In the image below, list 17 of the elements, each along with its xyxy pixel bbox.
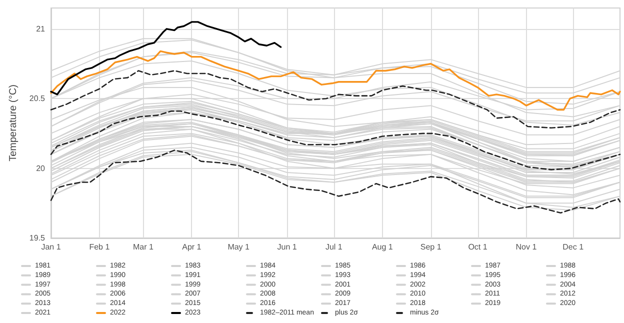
y-tick-label: 20.5 <box>29 94 46 104</box>
x-tick-label: Jan 1 <box>41 242 62 252</box>
x-tick-label: Mar 1 <box>133 242 154 252</box>
y-tick-label: 19.5 <box>29 234 46 242</box>
x-tick-label: Apr 1 <box>182 242 202 252</box>
x-tick-label: Aug 1 <box>372 242 394 252</box>
x-tick-label: Dec 1 <box>562 242 584 252</box>
x-tick-label: Jul 1 <box>325 242 343 252</box>
y-tick-label: 21 <box>36 24 46 34</box>
x-tick-label: Oct 1 <box>468 242 488 252</box>
x-tick-label: Jun 1 <box>277 242 298 252</box>
y-axis-title: Temperature (°C) <box>8 84 20 162</box>
y-tick-label: 20 <box>36 164 46 173</box>
x-tick-label: Feb 1 <box>89 242 110 252</box>
x-tick-label: Sep 1 <box>420 242 442 252</box>
x-tick-label: Nov 1 <box>516 242 538 252</box>
x-tick-label: May 1 <box>228 242 250 252</box>
